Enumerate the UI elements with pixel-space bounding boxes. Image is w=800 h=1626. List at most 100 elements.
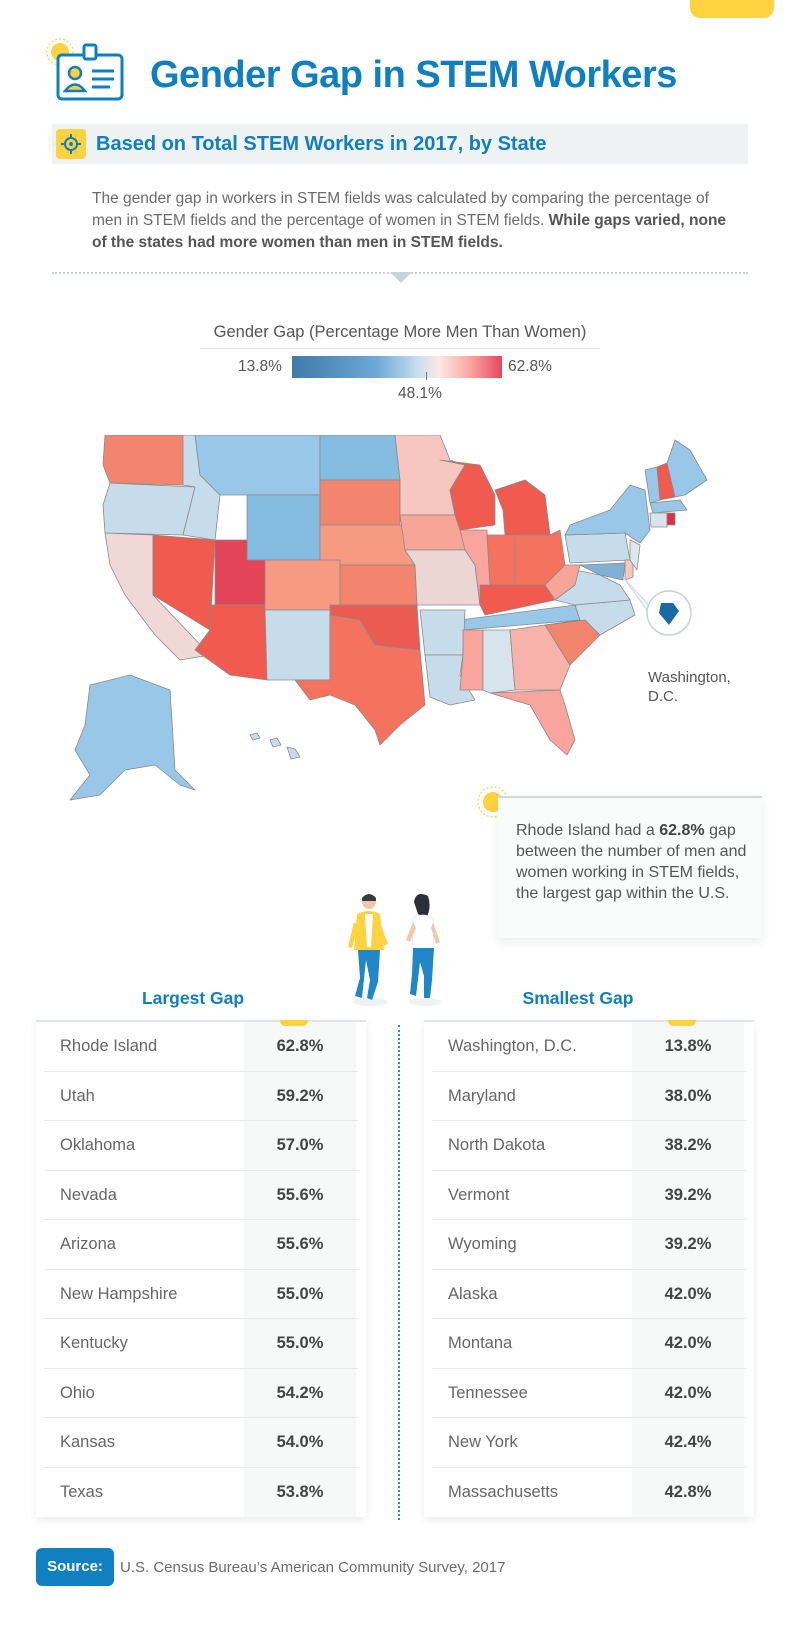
table-row: Massachusetts 42.8%: [424, 1468, 754, 1518]
table-row: Wyoming 39.2%: [424, 1220, 754, 1270]
row-separator: [44, 1070, 358, 1072]
people-illustration: [348, 894, 441, 1006]
subtitle: Based on Total STEM Workers in 2017, by …: [96, 133, 547, 155]
row-separator: [432, 1219, 746, 1220]
table-row: Tennessee 42.0%: [424, 1369, 754, 1418]
gap-value: 42.0%: [664, 1383, 712, 1402]
callout-text: Rhode Island had a 62.8% gap between the…: [516, 820, 751, 904]
row-separator: [432, 1367, 746, 1369]
row-separator: [44, 1367, 358, 1369]
gap-value: 62.8%: [276, 1037, 324, 1055]
table-row: Rhode Island 62.8%: [36, 1022, 366, 1072]
table-row: Vermont 39.2%: [424, 1171, 754, 1220]
gap-value: 42.8%: [664, 1482, 712, 1501]
us-choropleth-map: [69, 435, 708, 801]
state-massachusetts: [649, 499, 688, 514]
gap-value: 55.6%: [276, 1235, 324, 1253]
state-name: Rhode Island: [60, 1037, 158, 1055]
state-name: Maryland: [448, 1086, 516, 1105]
state-maine: [666, 439, 708, 498]
table-row: Washington, D.C. 13.8%: [424, 1022, 754, 1072]
smallest-gap-table: Washington, D.C. 13.8% Maryland 38.0% North …: [424, 1020, 754, 1517]
table-row: Ohio 54.2%: [36, 1369, 366, 1418]
state-new-york: [564, 484, 651, 544]
state-name: Kentucky: [60, 1334, 128, 1352]
row-separator: [44, 1219, 358, 1220]
state-washington: [102, 435, 184, 486]
intro-bold-text: While gaps varied, none of the states ha…: [92, 212, 727, 251]
state-name: North Dakota: [448, 1136, 546, 1154]
state-name: Washington, D.C.: [448, 1037, 577, 1055]
state-name: Oklahoma: [60, 1136, 136, 1154]
table-row: Kansas 54.0%: [36, 1418, 366, 1468]
state-south-dakota: [319, 479, 401, 526]
gap-value: 55.0%: [276, 1284, 324, 1303]
state-name: Texas: [60, 1482, 104, 1501]
row-separator: [44, 1268, 358, 1270]
table-row: Nevada 55.6%: [36, 1171, 366, 1220]
row-separator: [44, 1120, 358, 1121]
row-separator: [44, 1417, 358, 1418]
state-new-mexico: [264, 609, 331, 681]
state-new-jersey: [629, 539, 641, 571]
state-name: Kansas: [60, 1433, 116, 1451]
dc-shape-icon: [659, 603, 679, 625]
state-florida: [489, 689, 576, 756]
largest-gap-table: Rhode Island 62.8% Utah 59.2% Oklahoma 57.0% N…: [36, 1020, 366, 1517]
state-name: New York: [448, 1433, 518, 1451]
callout-prefix: Rhode Island had a: [516, 822, 655, 839]
gap-value: 42.4%: [664, 1433, 712, 1451]
table-row: Kentucky 55.0%: [36, 1319, 366, 1369]
top-tab-decoration: [690, 0, 774, 18]
table-row: Texas 53.8%: [36, 1468, 366, 1518]
state-name: Nevada: [60, 1185, 117, 1204]
source-badge: Source:: [36, 1548, 114, 1586]
subtitle-bar: Based on Total STEM Workers in 2017, by …: [52, 124, 748, 164]
state-indiana: [486, 534, 516, 586]
table-row: Utah 59.2%: [36, 1072, 366, 1121]
rhode-island-callout: Rhode Island had a 62.8% gap between the…: [498, 796, 762, 938]
legend-mid-label: 48.1%: [398, 385, 442, 402]
table-badge: [668, 1020, 696, 1026]
table-row: Oklahoma 57.0%: [36, 1121, 366, 1171]
state-montana: [194, 435, 321, 496]
gap-value: 55.0%: [276, 1334, 324, 1352]
gap-value: 42.0%: [664, 1284, 712, 1303]
state-arkansas: [419, 609, 466, 656]
table-row: North Dakota 38.2%: [424, 1121, 754, 1171]
row-separator: [432, 1169, 746, 1171]
table-row: Arizona 55.6%: [36, 1220, 366, 1270]
gap-value: 39.2%: [664, 1185, 712, 1204]
row-separator: [432, 1120, 746, 1121]
gap-value: 54.2%: [276, 1383, 324, 1402]
source-text: U.S. Census Bureau’s American Community …: [120, 1559, 506, 1576]
state-nebraska: [319, 524, 416, 566]
state-pennsylvania: [564, 532, 631, 564]
intro-text: The gender gap in workers in STEM fields…: [92, 190, 709, 229]
legend-mid-tick: [426, 372, 427, 380]
state-missouri: [404, 549, 481, 606]
state-maryland: [579, 562, 626, 581]
row-separator: [44, 1169, 358, 1171]
table-row: New Hampshire 55.0%: [36, 1270, 366, 1319]
state-michigan: [494, 479, 551, 536]
state-hawaii: [249, 732, 301, 760]
state-iowa: [399, 514, 466, 551]
gap-value: 38.2%: [664, 1136, 712, 1154]
table-row: Maryland 38.0%: [424, 1072, 754, 1121]
state-name: Montana: [448, 1334, 513, 1352]
gap-value: 53.8%: [276, 1482, 324, 1501]
id-badge-icon: [46, 38, 124, 101]
state-alaska: [69, 674, 196, 801]
state-name: Ohio: [60, 1383, 95, 1402]
row-separator: [432, 1268, 746, 1270]
state-name: Massachusetts: [448, 1482, 559, 1501]
state-name: Utah: [60, 1086, 95, 1105]
dc-label: Washington, D.C.: [648, 669, 731, 705]
state-kansas: [339, 564, 418, 606]
state-name: New Hampshire: [60, 1284, 178, 1303]
gap-value: 38.0%: [664, 1086, 712, 1105]
callout-highlight: 62.8%: [659, 822, 705, 839]
smallest-gap-title: Smallest Gap: [522, 988, 634, 1008]
table-row: Montana 42.0%: [424, 1319, 754, 1369]
